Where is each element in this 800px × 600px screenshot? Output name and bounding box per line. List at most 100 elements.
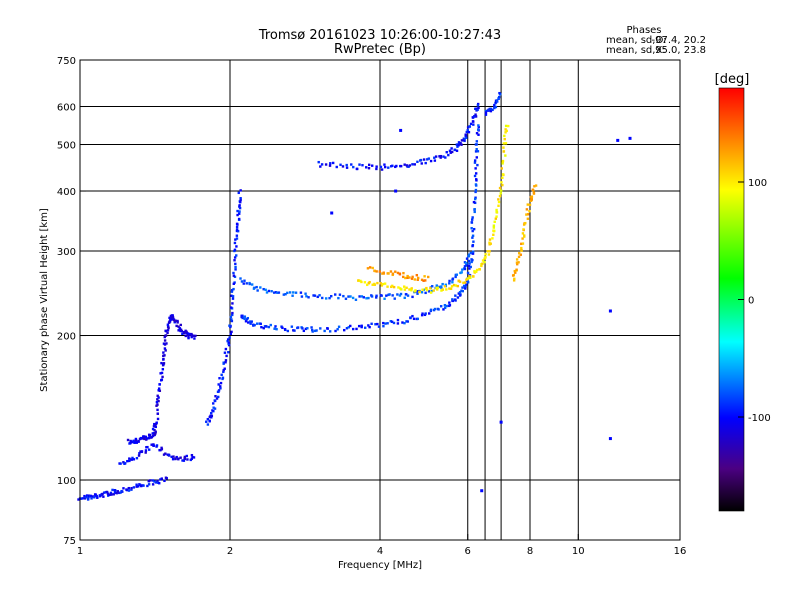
data-point: [234, 268, 237, 271]
data-point: [226, 339, 229, 343]
data-point: [439, 305, 443, 308]
data-point: [450, 147, 453, 150]
data-point: [132, 439, 135, 443]
data-point: [326, 327, 329, 330]
data-point: [247, 321, 250, 324]
data-point: [383, 163, 386, 166]
data-point: [240, 280, 244, 283]
data-point: [301, 327, 304, 330]
data-point: [179, 323, 182, 327]
data-point: [156, 479, 159, 483]
data-point: [467, 276, 470, 280]
data-point: [461, 289, 464, 293]
data-point: [411, 295, 414, 299]
data-point: [169, 318, 172, 321]
data-point: [160, 477, 163, 480]
data-point: [328, 296, 331, 300]
data-point: [157, 396, 160, 399]
data-point: [160, 371, 164, 375]
data-point: [461, 286, 464, 289]
data-point: [387, 272, 390, 275]
data-point: [269, 323, 272, 327]
data-point: [437, 308, 440, 311]
data-point: [154, 424, 157, 427]
data-point: [345, 163, 348, 167]
data-point: [109, 491, 113, 495]
data-point: [475, 148, 478, 151]
data-point: [424, 291, 427, 295]
data-point: [406, 274, 409, 278]
data-point: [86, 498, 90, 501]
data-point: [360, 280, 363, 284]
data-point: [468, 262, 471, 265]
data-point: [425, 288, 429, 292]
data-point: [127, 489, 131, 492]
data-point: [231, 313, 234, 317]
data-point: [517, 255, 521, 259]
data-point: [149, 479, 152, 482]
data-point: [106, 492, 110, 495]
data-point: [229, 332, 233, 336]
data-point: [470, 221, 473, 224]
data-point: [532, 191, 536, 194]
data-point: [464, 285, 467, 288]
data-point: [259, 322, 262, 326]
data-point: [365, 283, 369, 287]
data-point: [185, 330, 188, 334]
data-point: [184, 334, 187, 338]
data-point: [491, 237, 494, 240]
chart-title: Tromsø 20161023 10:26:00-10:27:43: [258, 28, 501, 43]
data-point: [193, 337, 196, 340]
data-point: [472, 123, 475, 126]
data-point: [110, 493, 113, 496]
x-tick-label: 16: [674, 546, 687, 557]
data-point: [440, 286, 443, 290]
data-point: [329, 162, 332, 165]
data-point: [499, 192, 502, 195]
data-point: [495, 210, 498, 214]
data-point: [416, 317, 420, 321]
data-point: [499, 420, 503, 424]
data-point: [179, 456, 182, 459]
data-point: [227, 343, 231, 347]
data-point: [166, 329, 170, 332]
data-point: [135, 457, 139, 460]
data-point: [318, 294, 321, 297]
data-point: [497, 200, 501, 204]
data-point: [443, 285, 447, 288]
colorbar-tick-label: -100: [748, 413, 771, 424]
data-point: [423, 313, 427, 317]
y-tick-label: 75: [63, 536, 76, 547]
data-point: [421, 312, 424, 315]
data-point: [191, 455, 194, 459]
data-point: [233, 249, 236, 253]
data-point: [265, 291, 269, 294]
data-point: [208, 419, 211, 422]
data-point: [497, 198, 500, 201]
data-point: [484, 113, 488, 116]
data-point: [454, 284, 458, 287]
data-point: [334, 329, 337, 333]
data-point: [252, 287, 256, 290]
data-point: [489, 242, 492, 245]
data-point: [521, 232, 525, 235]
data-point: [469, 122, 473, 126]
data-point: [330, 294, 333, 298]
data-point: [497, 204, 500, 207]
data-point: [232, 274, 236, 277]
data-point: [501, 176, 504, 180]
data-point: [451, 150, 454, 154]
data-point: [217, 383, 220, 386]
data-point: [229, 325, 232, 329]
data-point: [321, 296, 324, 300]
phase-stats: Phases mean, sd,O: -97.4, 20.2 mean, sd,…: [606, 25, 706, 56]
data-point: [383, 282, 387, 285]
data-point: [222, 370, 225, 374]
data-point: [320, 163, 324, 166]
data-point: [243, 317, 246, 321]
data-point: [515, 258, 519, 261]
data-point: [130, 486, 133, 490]
data-point: [181, 459, 184, 462]
data-point: [168, 316, 171, 320]
data-point: [463, 267, 467, 271]
